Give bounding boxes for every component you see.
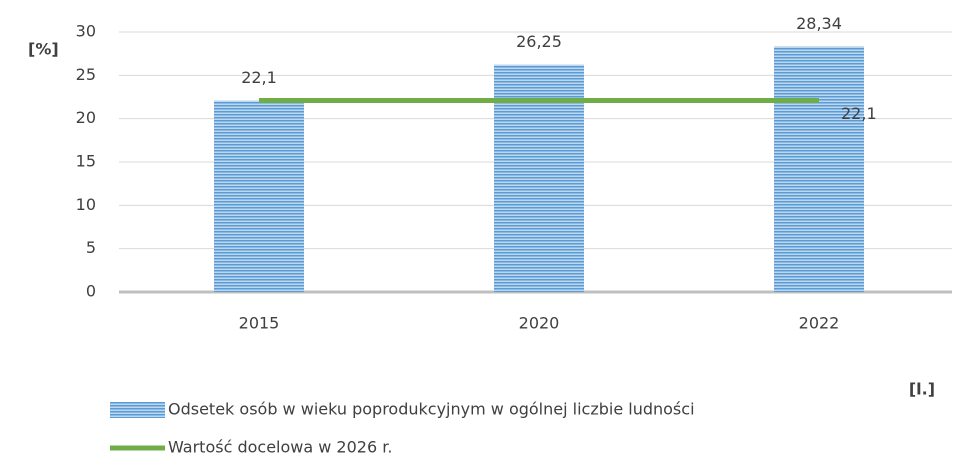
y-tick-label: 10: [76, 195, 96, 214]
x-axis-label: [l.]: [909, 380, 935, 399]
legend-label: Odsetek osób w wieku poprodukcyjnym w og…: [168, 400, 695, 419]
bar: [774, 46, 864, 293]
x-tick-label: 2015: [239, 314, 280, 333]
legend-swatch: [110, 402, 165, 418]
y-tick-label: 25: [76, 65, 96, 84]
legend-label: Wartość docelowa w 2026 r.: [168, 438, 392, 456]
y-tick-label: 20: [76, 108, 96, 127]
bar: [214, 100, 304, 292]
data-label: 26,25: [516, 32, 562, 51]
data-label: 22,1: [241, 68, 277, 87]
y-axis-label: [%]: [28, 40, 59, 59]
y-tick-label: 0: [86, 282, 96, 301]
x-tick-label: 2020: [519, 314, 560, 333]
y-tick-label: 30: [76, 22, 96, 41]
y-tick-label: 5: [86, 238, 96, 257]
data-label: 22,1: [841, 104, 877, 123]
y-tick-label: 15: [76, 152, 96, 171]
data-label: 28,34: [796, 14, 842, 33]
x-tick-label: 2022: [799, 314, 840, 333]
